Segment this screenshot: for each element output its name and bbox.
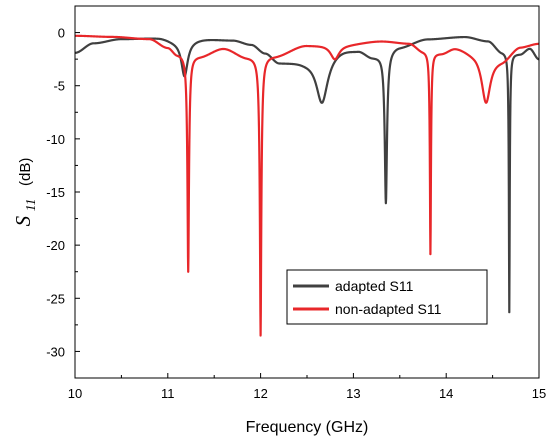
x-tick-label: 10 — [68, 386, 82, 401]
series-line-adapted — [75, 35, 539, 314]
x-tick-label: 11 — [161, 386, 175, 401]
x-tick-label: 13 — [346, 386, 360, 401]
y-axis-label: S 11 (dB) — [11, 158, 39, 227]
curves-layer — [75, 34, 539, 337]
legend-box — [286, 269, 488, 325]
y-axis-label-subscript: 11 — [24, 198, 39, 211]
y-tick-label: -20 — [46, 238, 65, 253]
y-tick-label: -25 — [46, 291, 65, 306]
svg-text:S 11 (dB): S 11 (dB) — [11, 158, 39, 227]
y-tick-label: -5 — [53, 79, 65, 94]
y-axis-label-unit: (dB) — [17, 158, 34, 186]
legend-label: non-adapted S11 — [335, 301, 442, 317]
legend-label: adapted S11 — [335, 278, 414, 294]
y-tick-label: -10 — [46, 132, 65, 147]
ticks-layer: 10 11 12 13 14 15 0 -5 -10 -15 -20 -25 -30 — [46, 26, 546, 401]
y-tick-label: 0 — [58, 26, 65, 41]
legend: adapted S11 non-adapted S11 — [286, 269, 488, 325]
x-tick-label: 14 — [439, 386, 453, 401]
series-line-non-adapted — [75, 34, 539, 337]
x-tick-label: 12 — [253, 386, 267, 401]
x-axis-label: Frequency (GHz) — [246, 419, 369, 436]
y-tick-label: -15 — [46, 185, 65, 200]
y-axis-label-symbol: S — [11, 215, 35, 226]
x-tick-label: 15 — [532, 386, 546, 401]
y-tick-label: -30 — [46, 344, 65, 359]
